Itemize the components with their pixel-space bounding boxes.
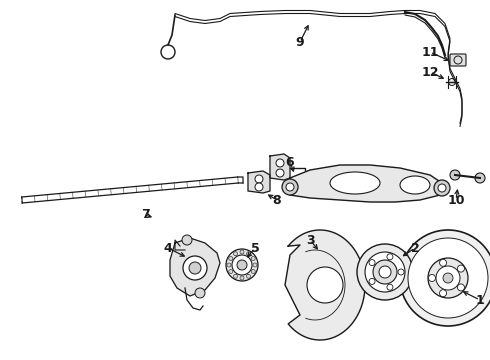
Circle shape	[255, 183, 263, 191]
Text: 8: 8	[273, 194, 281, 207]
Circle shape	[251, 256, 255, 261]
Text: 3: 3	[306, 234, 314, 247]
Polygon shape	[285, 230, 365, 340]
Circle shape	[434, 180, 450, 196]
Circle shape	[369, 260, 375, 266]
Circle shape	[438, 184, 446, 192]
Circle shape	[458, 284, 465, 291]
Circle shape	[253, 263, 257, 267]
Circle shape	[440, 290, 446, 297]
Circle shape	[357, 244, 413, 300]
Polygon shape	[248, 171, 270, 193]
Circle shape	[282, 179, 298, 195]
Circle shape	[234, 252, 238, 256]
Circle shape	[229, 270, 233, 274]
Circle shape	[436, 266, 460, 290]
Circle shape	[232, 255, 252, 275]
Circle shape	[246, 274, 250, 278]
Circle shape	[276, 159, 284, 167]
Circle shape	[475, 173, 485, 183]
Text: 9: 9	[295, 36, 304, 49]
Circle shape	[189, 262, 201, 274]
Circle shape	[183, 256, 207, 280]
FancyBboxPatch shape	[450, 54, 466, 66]
Polygon shape	[285, 165, 445, 202]
Circle shape	[227, 263, 231, 267]
Text: 6: 6	[286, 156, 294, 168]
Circle shape	[387, 254, 393, 260]
Circle shape	[428, 274, 436, 282]
Circle shape	[276, 169, 284, 177]
Circle shape	[240, 276, 244, 280]
Polygon shape	[170, 238, 220, 296]
Circle shape	[182, 235, 192, 245]
Circle shape	[229, 256, 233, 261]
Circle shape	[195, 288, 205, 298]
Circle shape	[448, 78, 456, 85]
Circle shape	[428, 258, 468, 298]
Circle shape	[408, 238, 488, 318]
Circle shape	[440, 259, 446, 266]
Text: 10: 10	[447, 194, 465, 207]
Circle shape	[387, 284, 393, 290]
Circle shape	[365, 252, 405, 292]
Text: 12: 12	[421, 66, 439, 78]
Circle shape	[443, 273, 453, 283]
Circle shape	[373, 260, 397, 284]
Circle shape	[246, 252, 250, 256]
Circle shape	[398, 269, 404, 275]
Text: 5: 5	[250, 242, 259, 255]
Circle shape	[237, 260, 247, 270]
Text: 7: 7	[141, 208, 149, 221]
Circle shape	[286, 183, 294, 191]
Circle shape	[379, 266, 391, 278]
Circle shape	[240, 250, 244, 254]
Circle shape	[255, 175, 263, 183]
Circle shape	[450, 170, 460, 180]
Text: 1: 1	[476, 293, 485, 306]
Circle shape	[226, 249, 258, 281]
Circle shape	[400, 230, 490, 326]
Ellipse shape	[330, 172, 380, 194]
Text: 11: 11	[421, 45, 439, 58]
Polygon shape	[270, 154, 290, 180]
Circle shape	[234, 274, 238, 278]
Ellipse shape	[400, 176, 430, 194]
Circle shape	[251, 270, 255, 274]
Circle shape	[369, 278, 375, 284]
Circle shape	[458, 265, 465, 272]
Text: 4: 4	[164, 242, 172, 255]
Text: 2: 2	[411, 242, 419, 255]
Circle shape	[307, 267, 343, 303]
